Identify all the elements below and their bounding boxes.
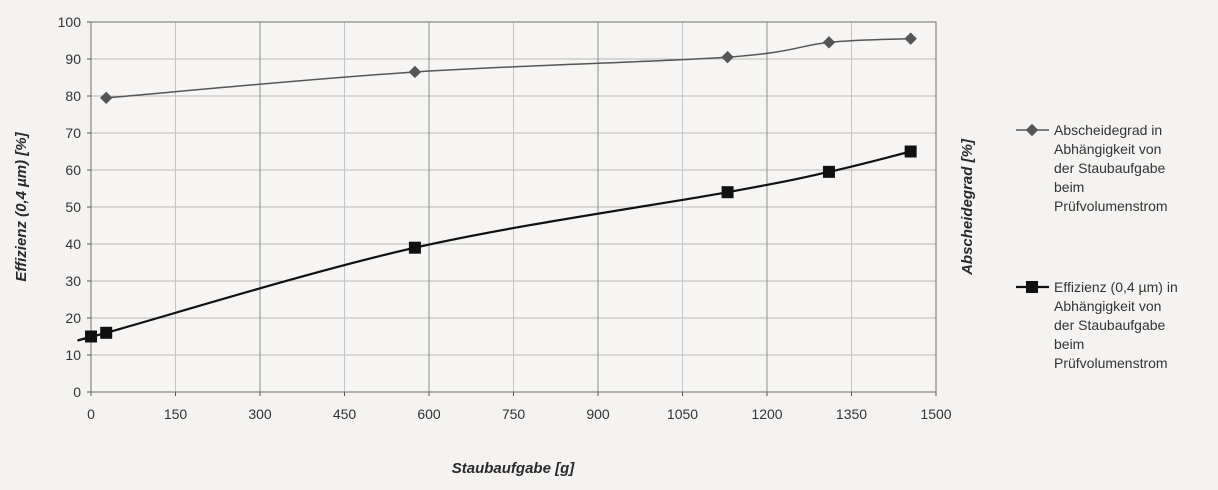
x-tick-label-900: 900 — [586, 406, 610, 422]
tick-labels: 0 10 20 30 40 50 60 70 80 90 100 0 150 300 450 600 750 90… — [58, 14, 952, 422]
x-tick-label-1350: 1350 — [836, 406, 867, 422]
legend-label-2-line-4: beim — [1054, 336, 1084, 352]
x-tick-label-0: 0 — [87, 406, 95, 422]
series-2-point-5 — [822, 165, 835, 178]
legend-label-2-line-5: Prüfvolumenstrom — [1054, 355, 1168, 371]
series-1-point-4 — [822, 36, 836, 49]
y-tick-label-80: 80 — [65, 88, 81, 104]
series-1-point-1 — [100, 91, 113, 105]
y-tick-label-50: 50 — [65, 199, 81, 215]
y-tick-label-20: 20 — [65, 310, 81, 326]
series-2-point-1 — [85, 330, 97, 343]
x-tick-label-450: 450 — [333, 406, 357, 422]
legend-label-1-line-1: Abscheidegrad in — [1054, 122, 1162, 138]
series-2-point-3 — [408, 241, 421, 254]
legend-label-1-line-4: beim — [1054, 179, 1084, 195]
series-2-point-4 — [721, 186, 734, 199]
series-1-point-5 — [904, 32, 917, 45]
legend-label-1-line-5: Prüfvolumenstrom — [1054, 198, 1168, 214]
series-2-point-6 — [904, 145, 917, 158]
x-tick-label-600: 600 — [417, 406, 441, 422]
series-2-point-2 — [100, 326, 113, 339]
series-markers — [85, 32, 917, 343]
series-1-point-2 — [408, 65, 422, 79]
y-tick-label-90: 90 — [65, 51, 81, 67]
legend-marker-1 — [1025, 123, 1039, 137]
x-tick-label-750: 750 — [502, 406, 526, 422]
series-1-point-3 — [721, 50, 734, 64]
legend: Abscheidegrad in Abhängigkeit von der Stau… — [1016, 122, 1178, 371]
y-tick-label-0: 0 — [73, 384, 81, 400]
x-tick-label-1200: 1200 — [751, 406, 782, 422]
y-tick-label-60: 60 — [65, 162, 81, 178]
y-tick-label-40: 40 — [65, 236, 81, 252]
y-axis-title-right: Abscheidegrad [%] — [959, 138, 976, 276]
legend-label-2-line-2: Abhängigkeit von — [1054, 298, 1161, 314]
legend-marker-2 — [1026, 281, 1038, 293]
plot-border — [90, 21, 937, 393]
axes — [87, 21, 937, 396]
legend-label-2-line-3: der Staubaufgabe — [1054, 317, 1166, 333]
legend-label-1-line-3: der Staubaufgabe — [1054, 160, 1166, 176]
x-tick-label-1050: 1050 — [667, 406, 698, 422]
x-tick-label-1500: 1500 — [920, 406, 951, 422]
x-axis-title: Staubaufgabe [g] — [452, 460, 576, 477]
y-tick-label-30: 30 — [65, 273, 81, 289]
legend-label-2-line-1: Effizienz (0,4 µm) in — [1054, 279, 1178, 295]
y-tick-label-100: 100 — [58, 14, 82, 30]
y-axis-title: Effizienz (0,4 µm) [%] — [13, 131, 30, 281]
y-tick-label-70: 70 — [65, 125, 81, 141]
legend-label-1-line-2: Abhängigkeit von — [1054, 141, 1161, 157]
x-tick-label-300: 300 — [248, 406, 272, 422]
x-tick-label-150: 150 — [164, 406, 188, 422]
y-tick-label-10: 10 — [65, 347, 81, 363]
